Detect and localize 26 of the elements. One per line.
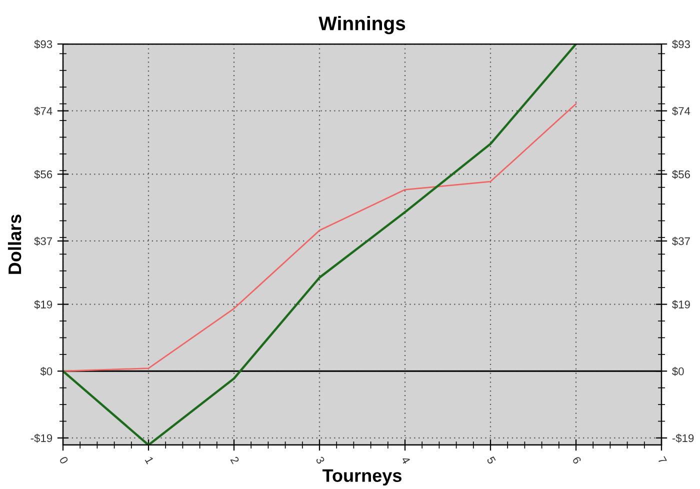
y-tick-label: $37 bbox=[34, 236, 52, 246]
y-tick-label: $74 bbox=[34, 106, 52, 116]
x-tick-label: 6 bbox=[572, 456, 582, 464]
y2-tick-label: $93 bbox=[672, 40, 690, 49]
y2-tick-label: $37 bbox=[672, 236, 690, 246]
x-axis-title: Tourneys bbox=[322, 469, 402, 486]
x-tick-label: 7 bbox=[658, 456, 667, 464]
y2-tick-label: $0 bbox=[672, 366, 684, 376]
line-series bbox=[63, 103, 577, 372]
y-tick-label: $19 bbox=[34, 300, 52, 310]
x-tick-label: 2 bbox=[230, 456, 240, 464]
y2-tick-label: $19 bbox=[672, 300, 690, 310]
y2-tick-label: $74 bbox=[672, 106, 690, 116]
y2-tick-label: -$19 bbox=[672, 434, 694, 443]
x-tick-label: 3 bbox=[316, 456, 326, 464]
x-tick-label: 5 bbox=[486, 456, 496, 464]
y-tick-label: $56 bbox=[34, 170, 52, 179]
x-tick-label: 1 bbox=[144, 456, 154, 464]
x-tick-label: 0 bbox=[59, 456, 69, 464]
chart-title: Winnings bbox=[318, 16, 406, 34]
x-tick-label: 4 bbox=[401, 456, 411, 465]
y-tick-label: -$19 bbox=[30, 434, 52, 443]
y-axis-title: Dollars bbox=[8, 214, 22, 274]
y2-tick-label: $56 bbox=[672, 170, 690, 179]
y-tick-label: $0 bbox=[40, 366, 52, 376]
y-tick-label: $93 bbox=[34, 40, 52, 49]
